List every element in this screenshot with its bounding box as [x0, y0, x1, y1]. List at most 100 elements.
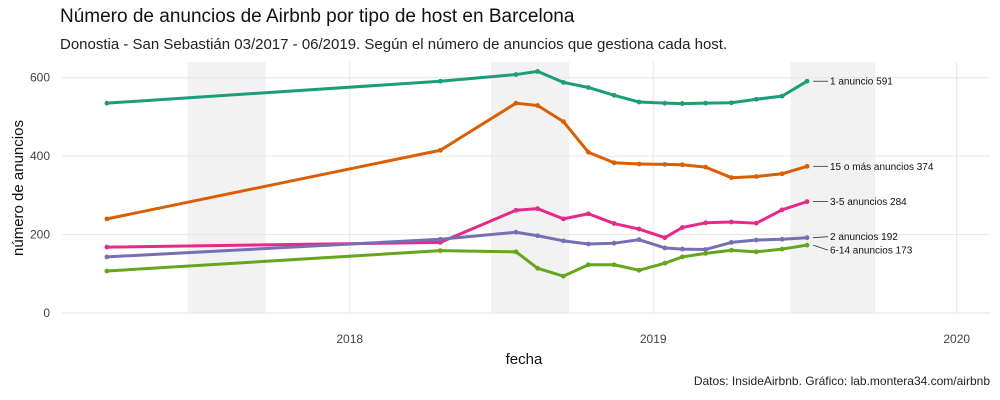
data-point — [703, 164, 709, 170]
data-point — [779, 171, 785, 177]
data-point — [804, 78, 810, 84]
y-axis-label: número de anuncios — [10, 120, 27, 256]
series-lines — [104, 69, 810, 279]
data-point — [611, 262, 617, 268]
gridlines — [62, 62, 990, 314]
data-point — [585, 241, 591, 247]
data-point — [779, 246, 785, 252]
data-point — [611, 221, 617, 226]
data-point — [779, 236, 785, 242]
data-point — [703, 250, 709, 256]
data-point — [585, 211, 591, 217]
data-point — [679, 162, 685, 168]
data-point — [104, 216, 110, 222]
data-point — [437, 236, 443, 242]
summer-band — [790, 62, 876, 313]
data-point — [636, 267, 642, 273]
series-end-label: 15 o más anuncios 374 — [830, 162, 934, 173]
data-point — [104, 244, 110, 250]
data-point — [804, 163, 810, 169]
y-tick-label: 0 — [43, 306, 50, 320]
data-point — [437, 248, 443, 254]
x-tick-label: 2020 — [943, 332, 970, 346]
data-point — [662, 100, 668, 106]
y-axis-ticks: 0 200 400 600 — [30, 71, 50, 320]
data-point — [535, 103, 541, 108]
series-end-label: 2 anuncios 192 — [830, 232, 898, 243]
data-point — [753, 249, 759, 255]
data-point — [679, 254, 685, 260]
data-point — [804, 242, 810, 248]
data-point — [535, 265, 541, 271]
data-point — [104, 254, 110, 260]
data-point — [437, 78, 443, 84]
data-point — [513, 100, 519, 106]
series-end-label: 1 anuncio 591 — [830, 77, 893, 88]
data-point — [636, 99, 642, 105]
data-point — [662, 161, 668, 167]
data-point — [753, 237, 759, 243]
data-point — [561, 79, 566, 85]
data-point — [611, 160, 617, 166]
data-point — [753, 220, 759, 226]
data-point — [679, 246, 685, 252]
data-point — [561, 119, 566, 125]
data-point — [636, 237, 642, 243]
data-point — [636, 226, 642, 232]
data-point — [585, 149, 591, 155]
data-point — [728, 175, 734, 181]
data-point — [585, 85, 591, 90]
data-point — [679, 225, 685, 230]
data-point — [636, 161, 642, 167]
label-leader — [812, 244, 829, 251]
data-point — [561, 238, 566, 244]
series-end-label: 3-5 anuncios 284 — [830, 197, 907, 208]
summer-bands — [187, 62, 876, 313]
data-point — [662, 260, 668, 266]
data-point — [703, 100, 709, 106]
data-point — [703, 247, 709, 252]
data-point — [728, 240, 734, 245]
data-point — [585, 262, 591, 268]
data-point — [779, 93, 785, 99]
data-point — [513, 72, 519, 77]
x-axis-label: fecha — [506, 351, 543, 368]
data-point — [753, 174, 759, 179]
x-axis-ticks: 2018 2019 2020 — [336, 332, 970, 346]
data-point — [561, 273, 566, 279]
data-point — [728, 219, 734, 225]
data-point — [535, 69, 541, 74]
data-point — [662, 235, 668, 241]
series-end-labels: 1 anuncio 591 15 o más anuncios 374 3-5 an… — [812, 77, 934, 257]
data-point — [611, 92, 617, 98]
data-point — [662, 245, 668, 251]
data-point — [513, 207, 519, 213]
y-tick-label: 200 — [30, 228, 50, 242]
chart-title: Número de anuncios de Airbnb por tipo de… — [60, 6, 575, 27]
data-point — [753, 96, 759, 102]
data-point — [561, 216, 566, 222]
data-point — [611, 240, 617, 246]
chart-subtitle: Donostia - San Sebastián 03/2017 - 06/20… — [60, 36, 728, 53]
y-tick-label: 400 — [30, 149, 50, 163]
data-point — [437, 147, 443, 153]
data-point — [779, 207, 785, 213]
y-tick-label: 600 — [30, 71, 50, 85]
data-point — [728, 100, 734, 106]
data-point — [104, 100, 110, 106]
data-point — [804, 199, 810, 205]
data-point — [728, 247, 734, 253]
data-point — [679, 101, 685, 106]
series-end-label: 6-14 anuncios 173 — [830, 246, 913, 257]
data-point — [513, 229, 519, 235]
data-point — [104, 268, 110, 274]
data-point — [703, 220, 709, 226]
data-point — [804, 235, 810, 241]
x-tick-label: 2018 — [336, 332, 363, 346]
x-tick-label: 2019 — [640, 332, 667, 346]
label-leader — [813, 236, 829, 239]
data-point — [535, 206, 541, 212]
data-point — [535, 233, 541, 239]
data-point — [513, 249, 519, 255]
